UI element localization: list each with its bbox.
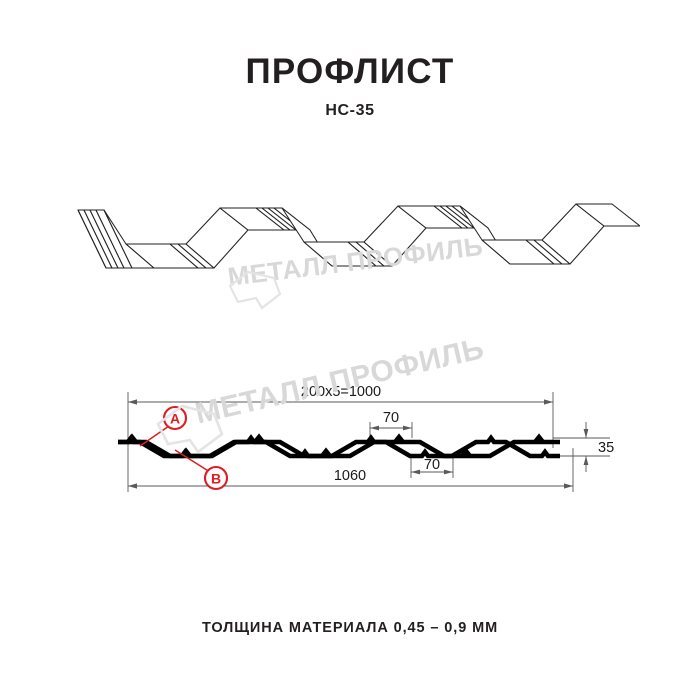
product-code: НС-35 xyxy=(325,102,375,119)
dim-pitch-total: 200x5=1000 xyxy=(301,384,381,400)
callout-a-label: A xyxy=(170,411,180,427)
dim-height: 35 xyxy=(598,440,614,456)
dim-valley-width: 70 xyxy=(424,457,440,473)
callout-b-circle xyxy=(203,465,229,491)
page-title: ПРОФЛИСТ xyxy=(245,52,455,91)
callout-b-label: B xyxy=(211,471,221,487)
dim-overall-width: 1060 xyxy=(334,468,366,484)
section-view: 200x5=1000 70 70 1060 35 A B xyxy=(0,330,700,530)
material-thickness-note: ТОЛЩИНА МАТЕРИАЛА 0,45 – 0,9 ММ xyxy=(201,620,499,636)
isometric-view xyxy=(60,180,640,310)
dim-crest-width: 70 xyxy=(383,410,399,426)
